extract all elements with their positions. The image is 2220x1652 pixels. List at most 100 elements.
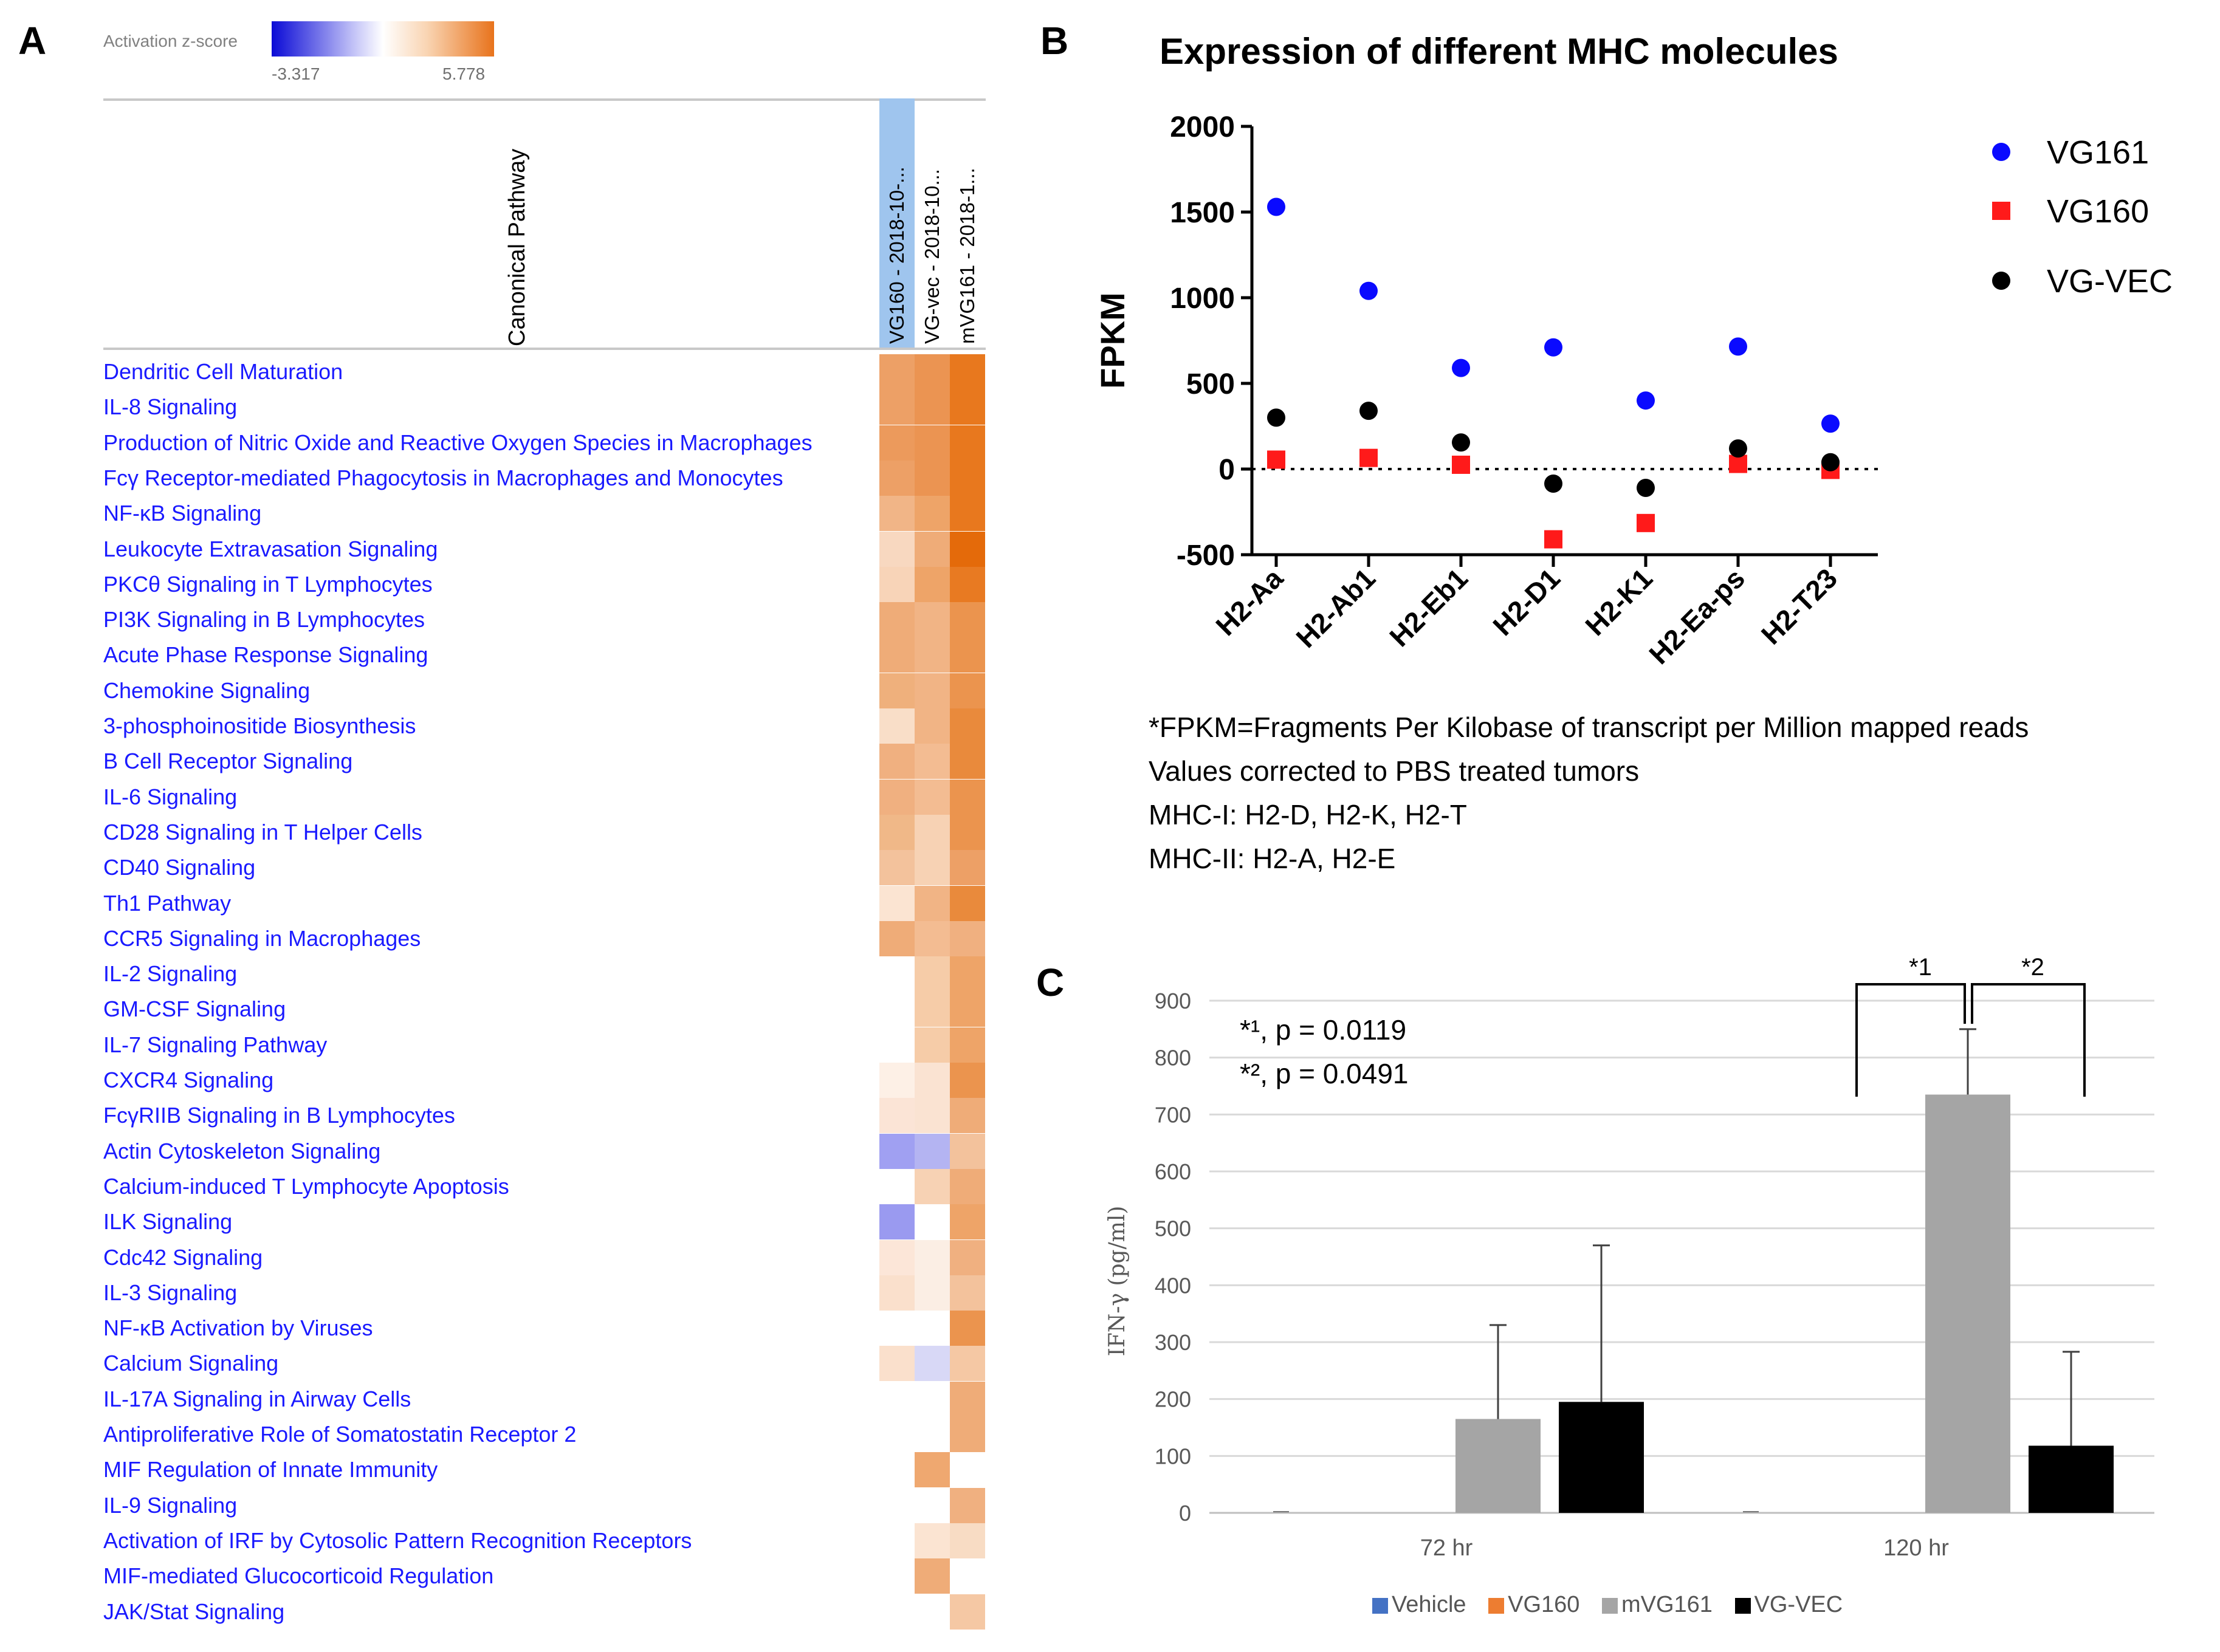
pathway-label[interactable]: Actin Cytoskeleton Signaling [103,1138,381,1164]
data-point-vg-vec [1452,433,1470,452]
pathway-label[interactable]: ILK Signaling [103,1209,233,1235]
heatmap-cell [915,1275,950,1311]
heatmap-cell [950,389,985,425]
pathway-label[interactable]: B Cell Receptor Signaling [103,749,353,774]
pathway-label[interactable]: NF-κB Signaling [103,501,262,526]
y-tick-label: 1500 [1170,197,1235,229]
data-point-vg-vec [1544,474,1562,493]
y-tick-label: -500 [1177,540,1235,572]
pathway-label[interactable]: CD28 Signaling in T Helper Cells [103,819,422,845]
heatmap-cell [879,708,915,744]
pathway-label[interactable]: Antiproliferative Role of Somatostatin R… [103,1422,577,1447]
pathway-label[interactable]: Fcγ Receptor-mediated Phagocytosis in Ma… [103,465,783,490]
x-tick-label: H2-Ea-ps [1643,562,1751,670]
heatmap-cell [915,885,950,921]
panel-c-label: C [1036,961,1065,1004]
data-point-vg161 [1452,358,1470,377]
pathway-label[interactable]: MIF-mediated Glucocorticoid Regulation [103,1563,494,1589]
heatmap-cell [950,779,985,815]
x-tick-label: H2-Eb1 [1383,562,1474,653]
pathway-label[interactable]: Production of Nitric Oxide and Reactive … [103,430,813,455]
data-point-vg160 [1729,454,1747,473]
pathway-label[interactable]: Calcium-induced T Lymphocyte Apoptosis [103,1173,509,1199]
pathway-label[interactable]: Cdc42 Signaling [103,1244,263,1270]
pathway-label[interactable]: JAK/Stat Signaling [103,1599,285,1624]
pathway-label[interactable]: IL-9 Signaling [103,1492,238,1518]
pathway-label[interactable]: IL-17A Signaling in Airway Cells [103,1386,411,1411]
heatmap-cell [950,992,985,1027]
heatmap-cell [950,1133,985,1169]
heatmap-cell [915,1452,950,1488]
heatmap-cell [879,566,915,602]
pathway-label[interactable]: Activation of IRF by Cytosolic Pattern R… [103,1527,692,1553]
pathway-label[interactable]: Calcium Signaling [103,1351,279,1376]
y-tick-label: 1000 [1170,283,1235,315]
heatmap-cell [950,1239,985,1275]
heatmap-cell [950,1346,985,1382]
zscore-color-scale [272,21,494,57]
heatmap-cell [879,779,915,815]
heatmap-cell [879,1098,915,1134]
legend-label-2: VG-VEC [2047,263,2173,300]
pathway-label[interactable]: GM-CSF Signaling [103,996,286,1022]
zscore-max-label: 5.778 [442,64,486,83]
pathway-label[interactable]: Th1 Pathway [103,890,232,916]
bar-vehicle [1273,1511,1289,1513]
y-tick-label: 500 [1155,1216,1191,1241]
heatmap-cell [915,1063,950,1098]
heatmap-cell [915,1346,950,1382]
legend-label-vg160: VG160 [1508,1592,1580,1617]
pvalue-note-1: *¹, p = 0.0119 [1240,1014,1407,1046]
mhc-i-note: MHC-I: H2-D, H2-K, H2-T [1149,799,1467,831]
ifn-legend: Vehicle VG160 mVG161 VG-VEC [1372,1592,1843,1618]
heatmap-cell [879,920,915,956]
pathway-label[interactable]: PI3K Signaling in B Lymphocytes [103,607,425,632]
data-point-vg160 [1452,455,1470,474]
y-tick-label: 400 [1155,1273,1191,1298]
data-point-vg-vec [1637,479,1655,498]
pathway-label[interactable]: CCR5 Signaling in Macrophages [103,925,421,951]
pathway-label[interactable]: IL-3 Signaling [103,1280,238,1305]
pathway-label[interactable]: FcγRIIB Signaling in B Lymphocytes [103,1103,455,1128]
x-tick-label: 72 hr [1420,1535,1473,1561]
y-tick-label: 800 [1155,1046,1191,1071]
data-point-vg160 [1359,448,1378,467]
heatmap-cell [950,956,985,992]
pathway-label[interactable]: 3-phosphoinositide Biosynthesis [103,713,416,738]
pathway-label[interactable]: IL-7 Signaling Pathway [103,1032,328,1057]
legend-marker-1 [1992,202,2010,220]
heatmap-cell [915,850,950,886]
pathway-label[interactable]: IL-6 Signaling [103,784,238,809]
y-tick-label: 500 [1186,368,1235,400]
pathway-label[interactable]: NF-κB Activation by Viruses [103,1315,373,1341]
data-point-vg-vec [1729,439,1747,458]
mhc-chart-title: Expression of different MHC molecules [1160,31,1838,72]
zscore-legend-title: Activation z-score [103,32,238,50]
heatmap-cell [950,602,985,638]
heatmap-cell [950,1098,985,1134]
y-tick-label: 200 [1155,1387,1191,1412]
pathway-label[interactable]: IL-8 Signaling [103,394,238,420]
pathway-label[interactable]: IL-2 Signaling [103,961,238,987]
heatmap-cell [950,673,985,708]
y-tick-label: 100 [1155,1444,1191,1469]
heatmap-cell [950,354,985,389]
heatmap-cell [915,1133,950,1169]
heatmap-cell [879,602,915,638]
pathway-label[interactable]: CXCR4 Signaling [103,1068,274,1092]
data-point-vg161 [1544,338,1562,357]
heatmap-cell [950,1381,985,1417]
pathway-label[interactable]: CD40 Signaling [103,855,256,880]
pathway-label[interactable]: Dendritic Cell Maturation [103,359,343,384]
y-axis-title: IFN-γ (pg/ml) [1105,1206,1130,1357]
canonical-pathway-label: Canonical Pathway [504,148,530,346]
heatmap-cell [950,744,985,780]
pathway-label[interactable]: PKCθ Signaling in T Lymphocytes [103,571,433,597]
heatmap-cell [950,460,985,496]
pathway-label[interactable]: Acute Phase Response Signaling [103,642,428,668]
pathway-label[interactable]: Chemokine Signaling [103,677,311,703]
pathway-label[interactable]: MIF Regulation of Innate Immunity [103,1457,438,1482]
pathway-label[interactable]: Leukocyte Extravasation Signaling [103,536,438,561]
heatmap-cell [879,354,915,389]
column-header-0: VG160 - 2018-10-... [885,166,908,344]
